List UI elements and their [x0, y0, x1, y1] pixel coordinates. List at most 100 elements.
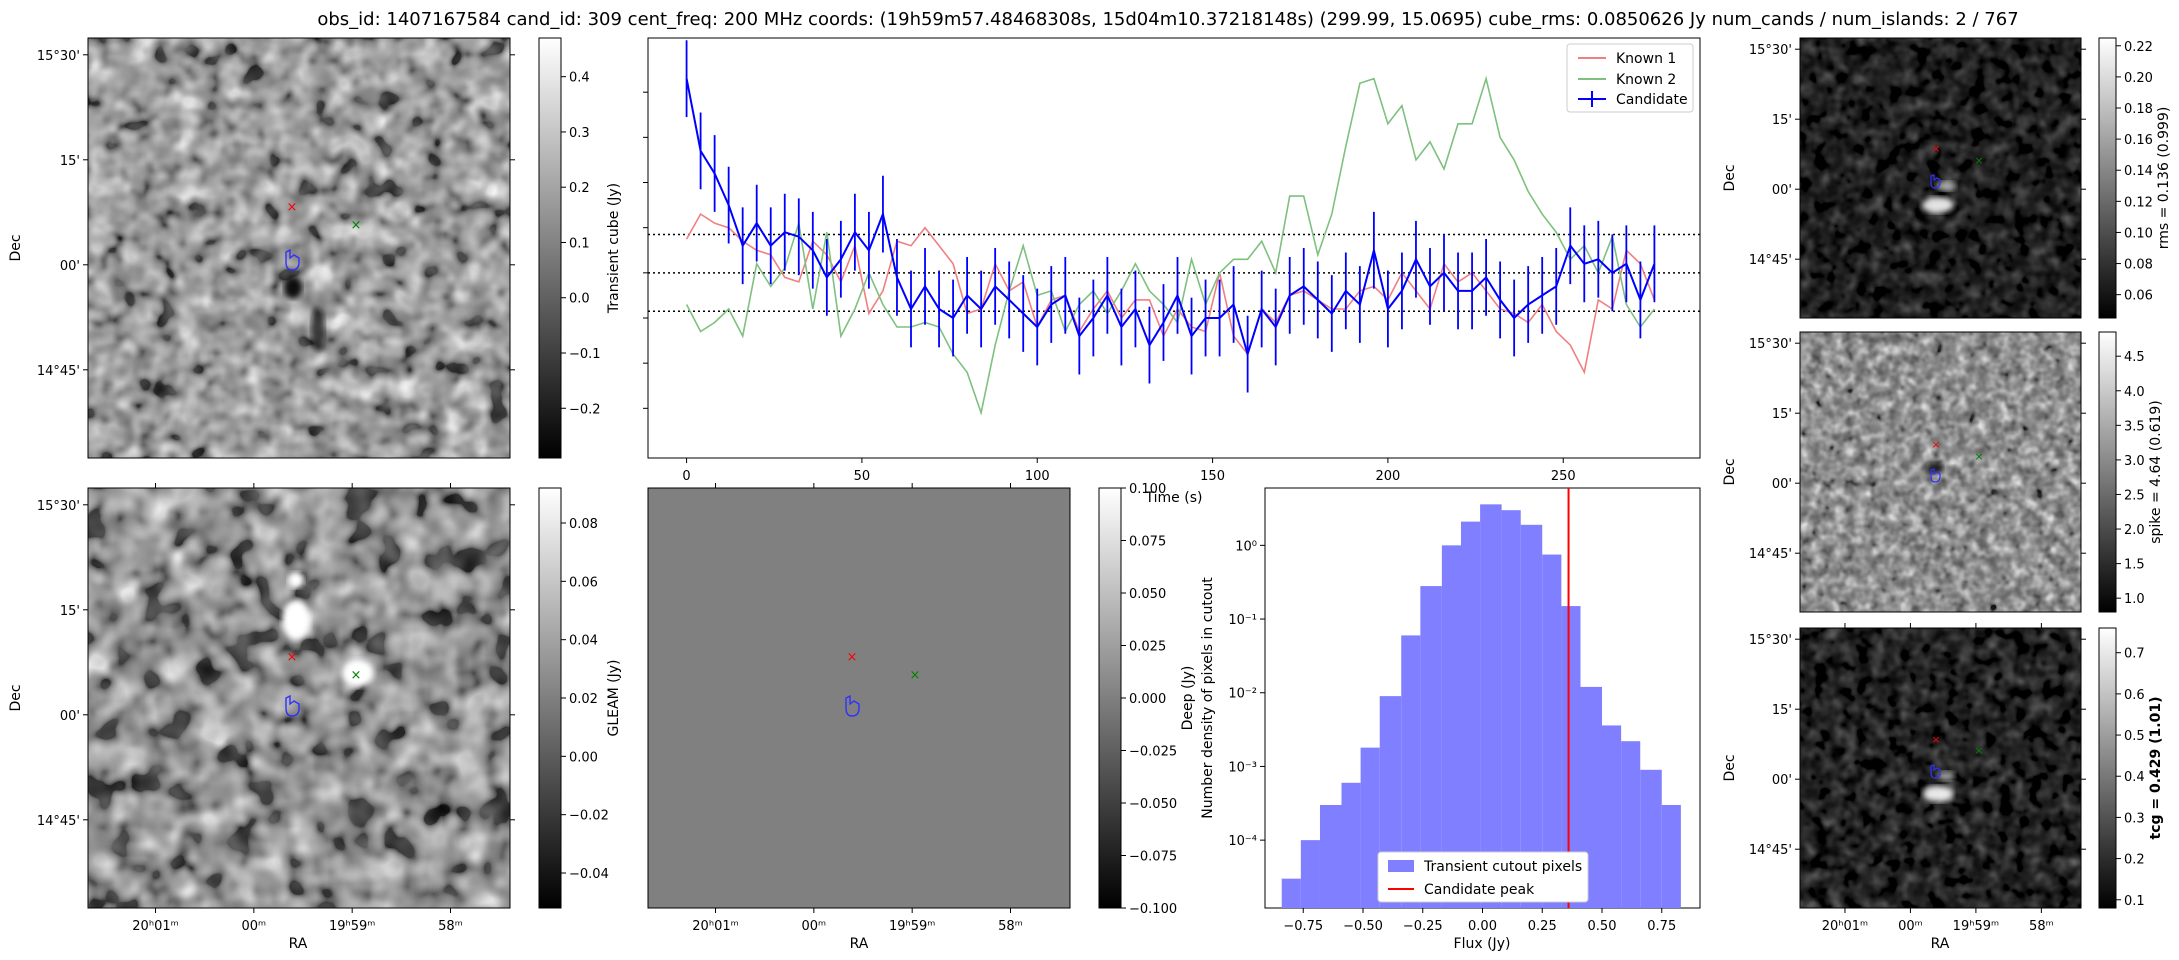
- histogram-bar: [1542, 554, 1562, 908]
- series-candidate: [685, 78, 1656, 358]
- colorbar-tick-label: 4.5: [2124, 350, 2145, 365]
- dec-axis-label: Dec: [1722, 164, 1738, 191]
- dec-tick-label: 15°30': [37, 49, 80, 64]
- dec-tick-label: 15': [60, 604, 80, 619]
- figure-title: obs_id: 1407167584 cand_id: 309 cent_fre…: [317, 9, 2018, 30]
- colorbar-tick-label: −0.04: [569, 867, 609, 882]
- ra-tick-label: 00ᵐ: [1898, 919, 1923, 934]
- legend-transient-pixels: Transient cutout pixels: [1423, 859, 1582, 875]
- colorbar-tick-label: 0.3: [2124, 811, 2145, 826]
- dec-axis-label: Dec: [8, 234, 24, 261]
- ra-tick-label: 20ʰ01ᵐ: [692, 919, 738, 934]
- colorbar-tick-label: 0.08: [2124, 258, 2153, 273]
- panel-light-curve: 0 50 100 150 200 250 Time (s) Known 1 Known 2…: [643, 37, 1701, 506]
- panel-histogram: −0.75 −0.50 −0.25 0.00 0.25 0.50 0.75 10⁰ 10⁻¹ 10…: [1200, 487, 1701, 952]
- colorbar-tick-label: 3.5: [2124, 419, 2145, 434]
- ra-tick-label: 19ʰ59ᵐ: [329, 919, 375, 934]
- red-cross-marker: ×: [1931, 438, 1940, 451]
- colorbar-tick-label: 0.4: [569, 71, 590, 86]
- dec-axis-label: Dec: [1722, 458, 1738, 485]
- histogram-bar: [1480, 504, 1502, 908]
- rms-image: [1800, 38, 2081, 318]
- dec-tick-label: 15°30': [1749, 337, 1792, 352]
- colorbar-tick-label: 0.1: [569, 236, 590, 251]
- colorbar-label: spike = 4.64 (0.619): [2148, 400, 2164, 544]
- colorbar-tick-label: 3.0: [2124, 454, 2145, 469]
- colorbar-tick-label: 0.10: [2124, 226, 2153, 241]
- colorbar-label: GLEAM (Jy): [606, 660, 622, 737]
- dec-tick-label: 14°45': [1749, 547, 1792, 562]
- green-cross-marker: ×: [1974, 744, 1983, 757]
- green-cross-marker: ×: [910, 668, 921, 683]
- x-tick-label: −0.50: [1343, 919, 1383, 934]
- colorbar-tick-label: −0.075: [1129, 850, 1177, 865]
- panel-deep: × × 20ʰ01ᵐ 00ᵐ 19ʰ59ᵐ 58ᵐ: [647, 483, 1071, 934]
- panel-rms: × × 15°30' 15' 00' 14°45': [1749, 37, 2086, 319]
- dec-tick-label: 15': [1772, 113, 1792, 128]
- ra-axis-label: RA: [289, 936, 308, 952]
- y-tick-label: 10⁰: [1235, 539, 1257, 554]
- histogram-bar: [1501, 510, 1521, 908]
- panel-spike: × × 15°30' 15' 00' 14°45': [1749, 331, 2086, 613]
- colorbar-tick-label: 0.16: [2124, 133, 2153, 148]
- green-cross-marker: ×: [351, 218, 362, 233]
- dec-tick-label: 14°45': [1749, 253, 1792, 268]
- ra-tick-label: 00ᵐ: [802, 919, 827, 934]
- colorbar-tick-label: 0.4: [2124, 770, 2145, 785]
- histogram-bar: [1360, 747, 1380, 908]
- colorbar-tick-label: 0.2: [569, 181, 590, 196]
- legend-known-1: Known 1: [1616, 51, 1676, 67]
- ra-tick-label: 20ʰ01ᵐ: [132, 919, 178, 934]
- colorbar-label: Transient cube (Jy): [606, 183, 622, 314]
- green-cross-marker: ×: [351, 668, 362, 683]
- colorbar-tick-label: 0.12: [2124, 195, 2153, 210]
- colorbar-tick-label: 1.5: [2124, 558, 2145, 573]
- colorbar-tick-label: 0.02: [569, 692, 598, 707]
- ra-tick-label: 20ʰ01ᵐ: [1822, 919, 1868, 934]
- dec-tick-label: 00': [60, 709, 80, 724]
- colorbar-tick-label: −0.025: [1129, 745, 1177, 760]
- colorbar-tick-label: 4.0: [2124, 385, 2145, 400]
- colorbar-tick-label: 0.075: [1129, 535, 1166, 550]
- x-tick-label: 200: [1375, 469, 1400, 484]
- green-cross-marker: ×: [1974, 450, 1983, 463]
- colorbar-tick-label: 2.0: [2124, 523, 2145, 538]
- colorbar-tick-label: −0.050: [1129, 797, 1177, 812]
- colorbar-tcg: 0.7 0.6 0.5 0.4 0.3 0.2 0.1 tcg = 0.429 (1.01): [2098, 627, 2164, 909]
- ra-tick-label: 58ᵐ: [2029, 919, 2054, 934]
- colorbar-tick-label: 0.5: [2124, 729, 2145, 744]
- dec-tick-label: 00': [60, 259, 80, 274]
- x-tick-label: 0.25: [1528, 919, 1557, 934]
- gleam-image: [88, 488, 510, 908]
- y-tick-label: 10⁻³: [1228, 760, 1257, 775]
- series-known-2: [685, 75, 1656, 416]
- histogram-bar: [1520, 524, 1543, 908]
- source-markers: × ×: [285, 200, 362, 271]
- colorbar-tick-label: 0.025: [1129, 640, 1166, 655]
- dec-axis-label: Dec: [1722, 754, 1738, 781]
- colorbar-tick-label: 0.08: [569, 517, 598, 532]
- colorbar-tick-label: 0.04: [569, 634, 598, 649]
- panel-tcg: × × 20ʰ01ᵐ 00ᵐ 19ʰ59ᵐ 58ᵐ 15°30' 15' 00' 14°45…: [1749, 623, 2086, 934]
- colorbar-tick-label: 0.3: [569, 126, 590, 141]
- transient-cube-image: [88, 38, 510, 458]
- dec-tick-label: 15': [1772, 407, 1792, 422]
- ra-tick-label: 00ᵐ: [242, 919, 267, 934]
- x-tick-label: 50: [854, 469, 871, 484]
- ra-tick-label: 58ᵐ: [998, 919, 1023, 934]
- x-tick-label: 100: [1025, 469, 1050, 484]
- panel-transient-cube: × × 15°30' 15' 00' 14°45': [37, 37, 515, 459]
- red-cross-marker: ×: [287, 650, 298, 665]
- histogram-bar: [1441, 545, 1461, 908]
- histogram-bar: [1561, 606, 1581, 908]
- colorbar-tick-label: 0.100: [1129, 482, 1166, 497]
- x-tick-label: 0.50: [1588, 919, 1617, 934]
- y-tick-label: 10⁻⁴: [1228, 834, 1257, 849]
- ra-tick-label: 19ʰ59ᵐ: [889, 919, 935, 934]
- colorbar-tick-label: 0.1: [2124, 894, 2145, 909]
- ra-axis-label: RA: [850, 936, 869, 952]
- colorbar-label: Deep (Jy): [1180, 666, 1196, 731]
- x-tick-label: 0.00: [1468, 919, 1497, 934]
- dec-axis-label: Dec: [8, 684, 24, 711]
- dec-tick-label: 15°30': [37, 499, 80, 514]
